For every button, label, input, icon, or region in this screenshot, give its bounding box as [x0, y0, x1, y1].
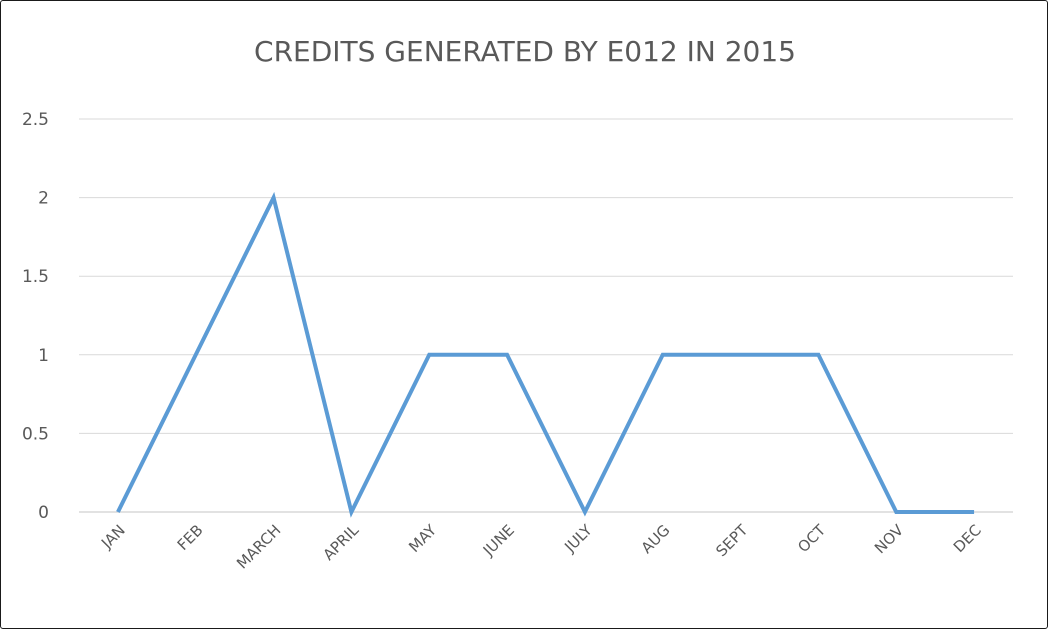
y-tick-label: 2.5 — [22, 110, 49, 130]
series-line — [116, 191, 975, 518]
y-tick-label: 0 — [38, 503, 49, 523]
y-tick-label: 0.5 — [22, 424, 49, 444]
x-tick-label: AUG — [638, 521, 674, 557]
y-tick-label: 1.5 — [22, 267, 49, 287]
x-tick-label: MAY — [405, 521, 440, 556]
x-tick-label: JUNE — [479, 521, 518, 560]
y-tick-label: 1 — [38, 346, 49, 366]
x-tick-label: MARCH — [233, 521, 284, 572]
x-tick-label: FEB — [174, 521, 207, 554]
x-tick-label: NOV — [871, 521, 908, 558]
x-tick-label: APRIL — [319, 521, 362, 564]
chart-title: CREDITS GENERATED BY E012 IN 2015 — [254, 35, 796, 68]
x-tick-label: OCT — [794, 521, 830, 557]
y-tick-label: 2 — [38, 189, 49, 209]
x-tick-label: JAN — [97, 521, 129, 553]
x-tick-label: DEC — [950, 521, 985, 556]
x-tick-label: SEPT — [712, 521, 752, 561]
x-tick-label: JULY — [560, 521, 596, 557]
